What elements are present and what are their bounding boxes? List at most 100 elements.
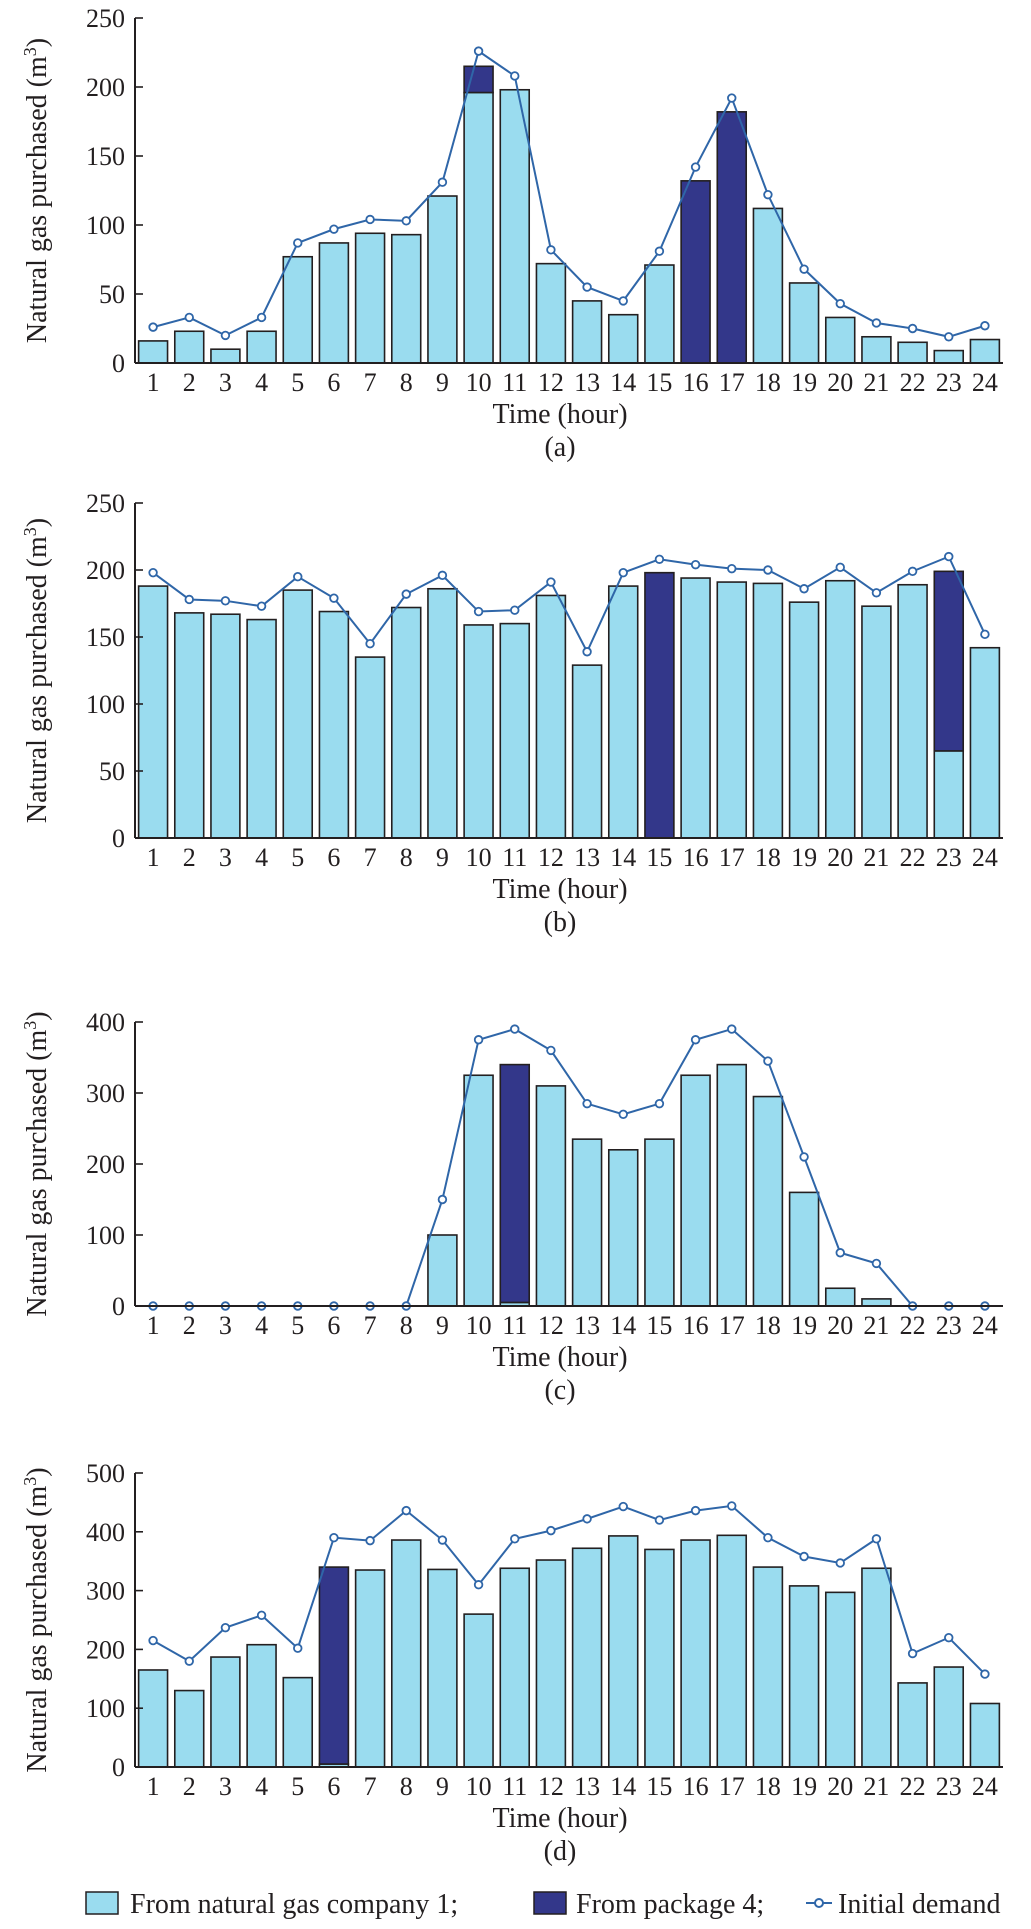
bar-company — [571, 1547, 603, 1768]
x-tick-label: 24 — [972, 368, 998, 397]
bar-company — [933, 1666, 965, 1768]
x-tick-label: 19 — [791, 1311, 817, 1340]
x-tick-label: 2 — [183, 843, 196, 872]
x-tick-label: 8 — [400, 368, 413, 397]
x-tick-label: 20 — [827, 368, 853, 397]
point-demand — [763, 189, 773, 200]
point-demand — [220, 330, 231, 341]
point-demand — [148, 322, 158, 332]
x-tick-label: 14 — [610, 368, 636, 397]
point-demand — [184, 312, 194, 323]
x-tick-label: 19 — [791, 368, 817, 397]
x-tick-label: 18 — [755, 1311, 781, 1340]
bar-company — [788, 282, 820, 364]
x-tick-label: 9 — [436, 1311, 449, 1340]
bar-company — [390, 606, 422, 839]
bar-company — [463, 1074, 494, 1307]
y-tick-label: 200 — [86, 1150, 125, 1179]
x-tick-label: 12 — [538, 1311, 564, 1340]
x-tick-label: 22 — [900, 1311, 926, 1340]
x-tick-label: 21 — [863, 1772, 889, 1801]
bar-company — [788, 1585, 820, 1768]
bar-company — [680, 577, 711, 839]
bar-company — [933, 349, 965, 364]
x-tick-label: 20 — [827, 1772, 853, 1801]
x-tick-label: 1 — [147, 1311, 160, 1340]
bar-company — [571, 664, 603, 839]
series-line-demand — [152, 49, 986, 338]
point-demand — [582, 282, 592, 292]
y-tick-label: 400 — [86, 1008, 125, 1037]
y-tick-label: 200 — [86, 556, 125, 585]
y-tick-label: 100 — [86, 1694, 125, 1723]
point-demand — [763, 1532, 773, 1543]
bar-company — [354, 232, 386, 364]
legend-swatch-company — [85, 1891, 119, 1915]
point-demand — [727, 1024, 737, 1034]
x-tick-label: 10 — [466, 1311, 492, 1340]
point-demand — [835, 1248, 845, 1258]
x-tick-label: 14 — [610, 1311, 636, 1340]
x-tick-label: 5 — [291, 843, 304, 872]
x-tick-label: 7 — [364, 368, 377, 397]
point-demand — [184, 594, 194, 605]
point-demand — [980, 1669, 990, 1679]
point-demand — [835, 298, 845, 309]
bar-company — [427, 1234, 458, 1307]
x-tick-label: 5 — [291, 1311, 304, 1340]
point-demand — [654, 554, 665, 564]
y-tick-label: 0 — [112, 1292, 125, 1321]
x-tick-label: 17 — [719, 843, 745, 872]
legend-swatch-package — [533, 1891, 567, 1915]
x-tick-label: 11 — [502, 1772, 527, 1801]
point-demand — [654, 246, 665, 256]
y-tick-label: 0 — [112, 824, 125, 853]
point-demand — [437, 177, 448, 187]
bar-company — [788, 601, 820, 839]
y-axis-label: Natural gas purchased (m3) — [20, 38, 53, 343]
point-demand — [690, 1035, 701, 1045]
bar-company — [752, 207, 784, 364]
point-demand — [220, 1622, 231, 1633]
y-tick-label: 200 — [86, 1635, 125, 1664]
x-tick-label: 8 — [400, 1772, 413, 1801]
x-axis-label: Time (hour) — [492, 1342, 627, 1373]
x-tick-label: 22 — [900, 843, 926, 872]
point-demand — [618, 1109, 628, 1119]
x-tick-label: 3 — [219, 368, 232, 397]
x-tick-label: 18 — [755, 1772, 781, 1801]
x-tick-label: 15 — [646, 843, 672, 872]
point-demand — [365, 214, 375, 225]
x-tick-label: 15 — [646, 1772, 672, 1801]
x-tick-label: 8 — [400, 843, 413, 872]
point-demand — [654, 1098, 665, 1109]
bar-company — [644, 1138, 675, 1307]
x-tick-label: 10 — [466, 1772, 492, 1801]
x-tick-label: 3 — [219, 843, 232, 872]
point-demand — [293, 1643, 303, 1653]
x-tick-label: 13 — [574, 1772, 600, 1801]
x-tick-label: 11 — [502, 843, 527, 872]
y-tick-label: 100 — [86, 690, 125, 719]
bar-company — [137, 1669, 169, 1768]
bar-company — [716, 1534, 748, 1768]
bar-company — [246, 1643, 277, 1768]
bar-company — [318, 610, 350, 839]
x-tick-label: 23 — [936, 368, 962, 397]
y-tick-label: 250 — [86, 4, 125, 33]
x-tick-label: 13 — [574, 843, 600, 872]
x-tick-label: 18 — [755, 843, 781, 872]
x-tick-label: 1 — [147, 368, 160, 397]
x-tick-label: 8 — [400, 1311, 413, 1340]
point-demand — [690, 162, 701, 172]
point-demand — [546, 577, 556, 587]
y-axis-label: Natural gas purchased (m3) — [20, 1011, 53, 1316]
x-tick-label: 21 — [863, 1311, 889, 1340]
point-demand — [293, 572, 303, 582]
x-tick-label: 2 — [183, 1772, 196, 1801]
point-demand — [546, 245, 556, 255]
point-demand — [871, 318, 882, 328]
